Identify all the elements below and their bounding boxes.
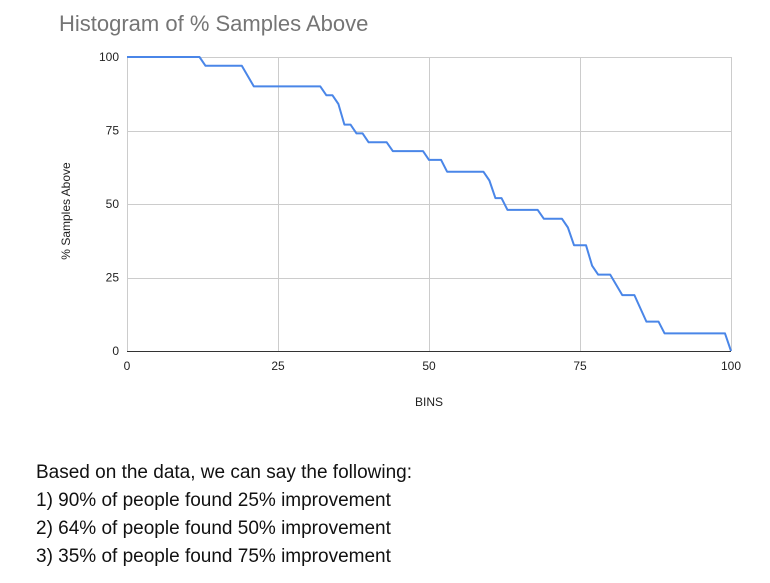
notes-item: 2) 64% of people found 50% improvement: [36, 518, 391, 539]
x-tick-labels: 0 25 50 75 100: [124, 359, 742, 373]
y-tick-label: 100: [99, 50, 119, 64]
y-tick-label: 0: [112, 344, 119, 358]
y-tick-labels: 0 25 50 75 100: [99, 50, 119, 358]
histogram-chart: Histogram of % Samples Above 0255075100 …: [59, 11, 742, 409]
y-tick-label: 75: [106, 124, 120, 138]
chart-grid: [127, 57, 732, 352]
analysis-notes: Based on the data, we can say the follow…: [36, 459, 412, 571]
series-line: [127, 56, 732, 352]
x-axis-title: BINS: [415, 395, 443, 409]
y-tick-label: 50: [106, 197, 120, 211]
x-tick-label: 50: [422, 359, 436, 373]
notes-item: 1) 90% of people found 25% improvement: [36, 490, 391, 511]
x-tick-label: 25: [271, 359, 285, 373]
y-axis-title: % Samples Above: [59, 162, 73, 260]
notes-item: 3) 35% of people found 75% improvement: [36, 546, 391, 567]
notes-intro: Based on the data, we can say the follow…: [36, 462, 413, 483]
x-tick-label: 75: [573, 359, 587, 373]
x-tick-label: 0: [124, 359, 131, 373]
chart-title: Histogram of % Samples Above: [59, 11, 368, 36]
y-tick-label: 25: [106, 271, 120, 285]
x-tick-label: 100: [721, 359, 741, 373]
